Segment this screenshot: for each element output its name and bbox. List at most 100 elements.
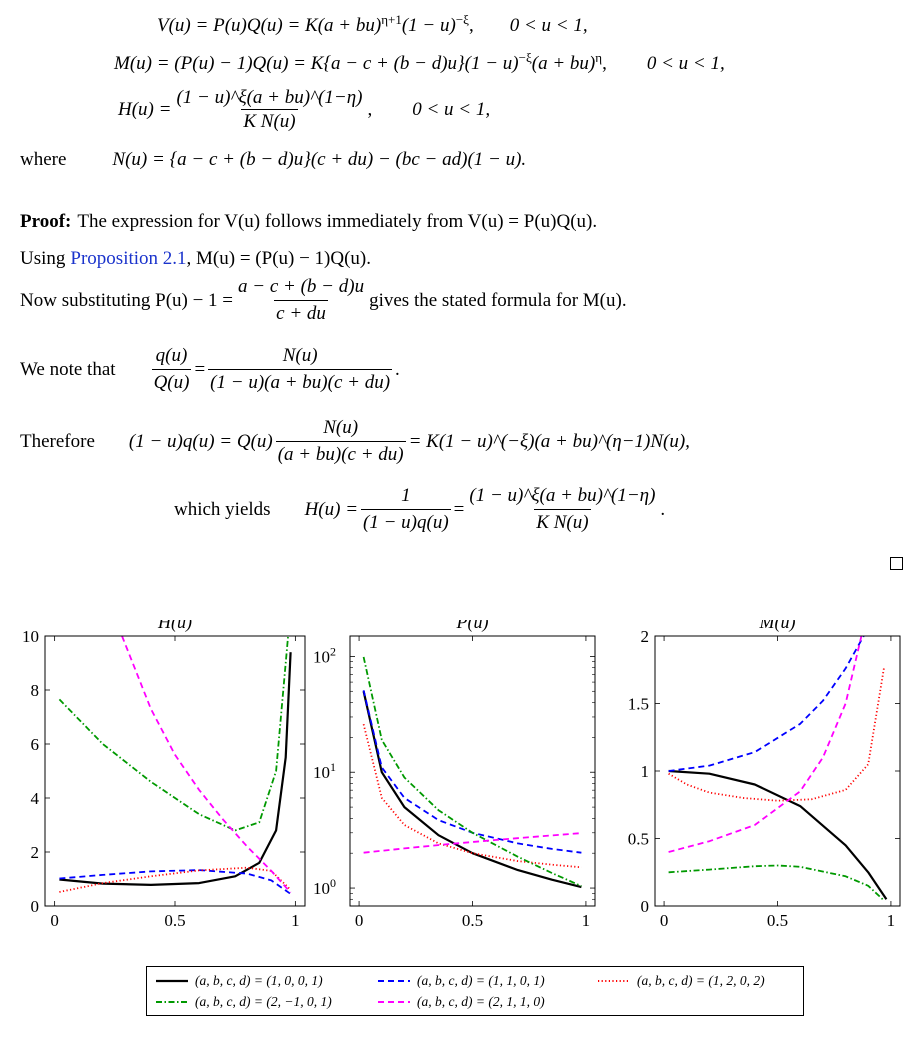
proof-line4-lfrac: q(u) Q(u) xyxy=(151,345,192,394)
chart-2-series-2 xyxy=(362,690,582,854)
proof-line6-frac1: 1 (1 − u)q(u) xyxy=(361,485,451,534)
proof-line6-den1: (1 − u)q(u) xyxy=(361,509,451,534)
equation-m: M(u) = (P(u) − 1)Q(u) = K{a − c + (b − d… xyxy=(114,51,725,74)
chart-2-series-4 xyxy=(362,656,582,887)
eq-v-range: 0 < u < 1, xyxy=(509,15,588,36)
chart-1-ytick-label-6: 10 xyxy=(22,627,39,646)
eq-n-where: where xyxy=(20,149,67,170)
chart-1-ytick-label-5: 8 xyxy=(31,681,40,700)
proof-line-3: Now substituting P(u) − 1 = a − c + (b −… xyxy=(20,276,627,325)
proof-line-5: Therefore (1 − u)q(u) = Q(u) N(u) (a + b… xyxy=(20,417,690,466)
proof-line3-pre: Now substituting P(u) − 1 = xyxy=(20,289,234,311)
chart-1-title: H(u) xyxy=(157,620,192,633)
chart-1-xtick-label-3: 1 xyxy=(291,911,300,930)
proof-line4-pre: We note that xyxy=(20,358,116,380)
chart-3-series-3 xyxy=(668,666,885,802)
chart-3-series-4 xyxy=(668,864,885,902)
eq-h-range: 0 < u < 1, xyxy=(412,99,491,120)
eq-h-den: K N(u) xyxy=(241,109,298,132)
qed-box xyxy=(890,557,903,570)
chart-3-ytick-label-1: 0 xyxy=(641,897,650,916)
proof-line4-rden: (1 − u)(a + bu)(c + du) xyxy=(208,369,393,394)
proof-line-6: which yields H(u) = 1 (1 − u)q(u) = (1 −… xyxy=(174,485,666,534)
proof-line3-post: gives the stated formula for M(u). xyxy=(369,289,627,311)
eq-v-exp2: −ξ xyxy=(455,12,469,27)
chart-2-series-1 xyxy=(362,691,582,889)
proof-line4-lden: Q(u) xyxy=(151,369,192,394)
proof-line5-num: N(u) xyxy=(323,417,359,438)
proof-line6-den2: K N(u) xyxy=(534,509,591,534)
legend-label-2: (a, b, c, d) = (1, 1, 0, 1) xyxy=(417,973,545,988)
proof-line6-frac2: (1 − u)^ξ(a + bu)^(1−η) K N(u) xyxy=(467,485,657,534)
eq-n-text: N(u) = {a − c + (b − d)u}(c + du) − (bc … xyxy=(112,149,527,170)
eq-v-mid: (1 − u) xyxy=(401,15,456,36)
chart-1-xtick-label-2: 0.5 xyxy=(164,911,185,930)
proof-line5-den: (a + bu)(c + du) xyxy=(275,441,406,466)
proof-line1-text: The expression for V(u) follows immediat… xyxy=(77,211,598,232)
chart-2-ytick-label-3: 102 xyxy=(313,644,336,666)
chart-1-ytick-label-1: 0 xyxy=(31,897,40,916)
proof-line2-pre: Using xyxy=(20,248,66,269)
eq-h-fraction: (1 − u)^ξ(a + bu)^(1−η) K N(u) xyxy=(174,88,364,131)
chart-1-ytick-label-4: 6 xyxy=(31,735,40,754)
chart-3-xtick-label-1: 0 xyxy=(660,911,669,930)
eq-m-lhs: M(u) = (P(u) − 1)Q(u) = K{a − c + (b − d… xyxy=(114,53,519,74)
chart-3-xtick-label-3: 1 xyxy=(887,911,896,930)
eq-v-tail: , xyxy=(468,15,474,36)
proposition-link[interactable]: Proposition 2.1 xyxy=(70,248,187,269)
proof-line-2: Using Proposition 2.1 , M(u) = (P(u) − 1… xyxy=(20,248,371,270)
proof-line3-den: c + du xyxy=(274,300,328,325)
chart-3-series-1 xyxy=(668,769,888,900)
chart-1-series-4 xyxy=(58,636,289,832)
chart-2-title: P(u) xyxy=(456,620,489,633)
equation-h: H(u) = (1 − u)^ξ(a + bu)^(1−η) K N(u) , … xyxy=(118,88,490,131)
chart-2-xtick-label-3: 1 xyxy=(582,911,591,930)
proof-line3-fraction: a − c + (b − d)u c + du xyxy=(236,276,366,325)
eq-v-lhs: V(u) = P(u)Q(u) = K(a + bu) xyxy=(157,15,382,36)
proof-line6-num2: (1 − u)^ξ(a + bu)^(1−η) xyxy=(469,485,656,506)
chart-2-ytick-label-2: 101 xyxy=(313,760,336,782)
equation-v: V(u) = P(u)Q(u) = K(a + bu) η+1 (1 − u) … xyxy=(157,12,588,36)
eq-h-tail: , xyxy=(367,99,373,120)
proof-line5-lhs: (1 − u)q(u) = Q(u) xyxy=(128,430,273,452)
chart-1-xtick-label-1: 0 xyxy=(50,911,59,930)
proof-line6-pre: which yields xyxy=(174,498,271,520)
chart-1-series-5 xyxy=(121,636,292,894)
proof-line5-rhs: = K(1 − u)^(−ξ)(a + bu)^(η−1)N(u), xyxy=(408,430,690,452)
legend-label-4: (a, b, c, d) = (2, −1, 0, 1) xyxy=(195,994,332,1009)
legend-item-5: (a, b, c, d) = (2, 1, 1, 0) xyxy=(377,994,545,1010)
chart-1-series-1 xyxy=(59,652,292,886)
eq-m-range: 0 < u < 1, xyxy=(646,53,725,74)
chart-2-series-3 xyxy=(362,723,582,869)
chart-3-series-5 xyxy=(668,636,863,853)
chart-2-xtick-label-2: 0.5 xyxy=(462,911,483,930)
chart-3-xtick-label-2: 0.5 xyxy=(767,911,788,930)
chart-2-xtick-label-1: 0 xyxy=(355,911,364,930)
proof-line6-lhs: H(u) = xyxy=(304,498,359,520)
proof-line3-num: a − c + (b − d)u xyxy=(238,276,365,297)
legend-item-2: (a, b, c, d) = (1, 1, 0, 1) xyxy=(377,973,545,989)
proof-line6-num1: 1 xyxy=(401,485,411,506)
chart-2-series-5 xyxy=(363,832,582,854)
chart-3-ytick-label-3: 1 xyxy=(641,762,650,781)
eq-h-lhs: H(u) = xyxy=(118,99,172,120)
chart-legend: (a, b, c, d) = (1, 0, 0, 1) (a, b, c, d)… xyxy=(146,966,804,1016)
proof-line5-frac: N(u) (a + bu)(c + du) xyxy=(275,417,406,466)
chart-3-ytick-label-2: 0.5 xyxy=(628,830,649,849)
eq-m-tail: , xyxy=(602,53,607,74)
equation-n: where N(u) = {a − c + (b − d)u}(c + du) … xyxy=(20,150,526,169)
chart-3-title: M(u) xyxy=(759,620,796,633)
chart-1-series-3 xyxy=(59,866,292,893)
legend-item-4: (a, b, c, d) = (2, −1, 0, 1) xyxy=(155,994,332,1010)
legend-label-1: (a, b, c, d) = (1, 0, 0, 1) xyxy=(195,973,323,988)
proof-line4-rnum: N(u) xyxy=(282,345,318,366)
proof-line5-pre: Therefore xyxy=(20,430,95,452)
proof-line4-lnum: q(u) xyxy=(155,345,188,366)
chart-1-ytick-label-3: 4 xyxy=(31,789,40,808)
proof-line-4: We note that q(u) Q(u) = N(u) (1 − u)(a … xyxy=(20,345,400,394)
eq-m-mid: (a + bu) xyxy=(531,53,596,74)
chart-1-ytick-label-2: 2 xyxy=(31,843,40,862)
proof-line4-rfrac: N(u) (1 − u)(a + bu)(c + du) xyxy=(208,345,393,394)
proof-line-1: Proof: The expression for V(u) follows i… xyxy=(20,211,597,233)
